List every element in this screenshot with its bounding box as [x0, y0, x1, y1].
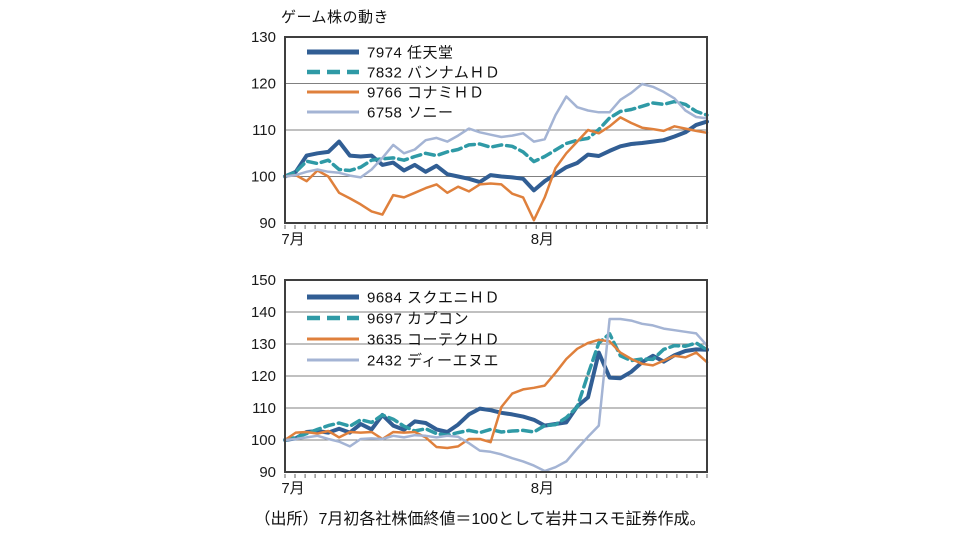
- series-line-3635: [283, 338, 709, 450]
- y-axis-label-110: 110: [252, 400, 276, 417]
- series-line-9697: [283, 332, 709, 442]
- series-line-9766: [283, 116, 709, 222]
- legend-label-9684: 9684 スクエニＨＤ: [367, 290, 500, 307]
- plot-border: [284, 36, 708, 224]
- series-line-2432: [283, 317, 709, 473]
- y-axis-label-130: 130: [251, 29, 276, 46]
- x-axis-label-july: 7月: [281, 480, 304, 497]
- chart-title: ゲーム株の動き: [281, 9, 390, 26]
- y-axis-label-120: 120: [251, 76, 276, 93]
- source-note: （出所）7月初各社株価終値＝100として岩井コスモ証券作成。: [254, 511, 706, 528]
- y-axis-label-120: 120: [251, 368, 276, 385]
- y-axis-label-100: 100: [251, 432, 276, 449]
- legend-label-7832: 7832 バンナムＨＤ: [367, 65, 500, 82]
- series-line-7832: [283, 99, 709, 179]
- y-axis-label-130: 130: [251, 336, 276, 353]
- legend-label-9766: 9766 コナミＨＤ: [367, 85, 485, 102]
- legend-label-9697: 9697 カプコン: [367, 311, 469, 328]
- series-line-6758: [283, 82, 709, 179]
- series-line-9684: [283, 347, 709, 442]
- y-axis-label-150: 150: [251, 272, 276, 289]
- top-stock-chart: 90 100 110 120 130 7月 8月 7974 任天堂 7832 バンナムＨＤ 976…: [251, 29, 709, 248]
- x-axis-label-august: 8月: [531, 231, 554, 248]
- legend-label-6758: 6758 ソニー: [367, 105, 454, 122]
- x-axis-label-july: 7月: [281, 231, 304, 248]
- y-axis-label-90: 90: [259, 215, 276, 232]
- y-axis-label-90: 90: [259, 464, 276, 481]
- legend-label-3635: 3635 コーテクＨＤ: [367, 332, 500, 349]
- x-axis-label-august: 8月: [531, 480, 554, 497]
- bottom-stock-chart: 90 100 110 120 130 140 150 7月 8月 9684 スクエニＨＤ 9697 …: [251, 272, 709, 497]
- y-axis-label-140: 140: [251, 304, 276, 321]
- plot-border: [284, 279, 708, 473]
- series-line-7974: [283, 119, 709, 193]
- y-axis-label-100: 100: [251, 169, 276, 186]
- legend-label-2432: 2432 ディーエヌエ: [367, 352, 499, 370]
- legend-label-7974: 7974 任天堂: [367, 45, 454, 62]
- y-axis-label-110: 110: [252, 122, 276, 139]
